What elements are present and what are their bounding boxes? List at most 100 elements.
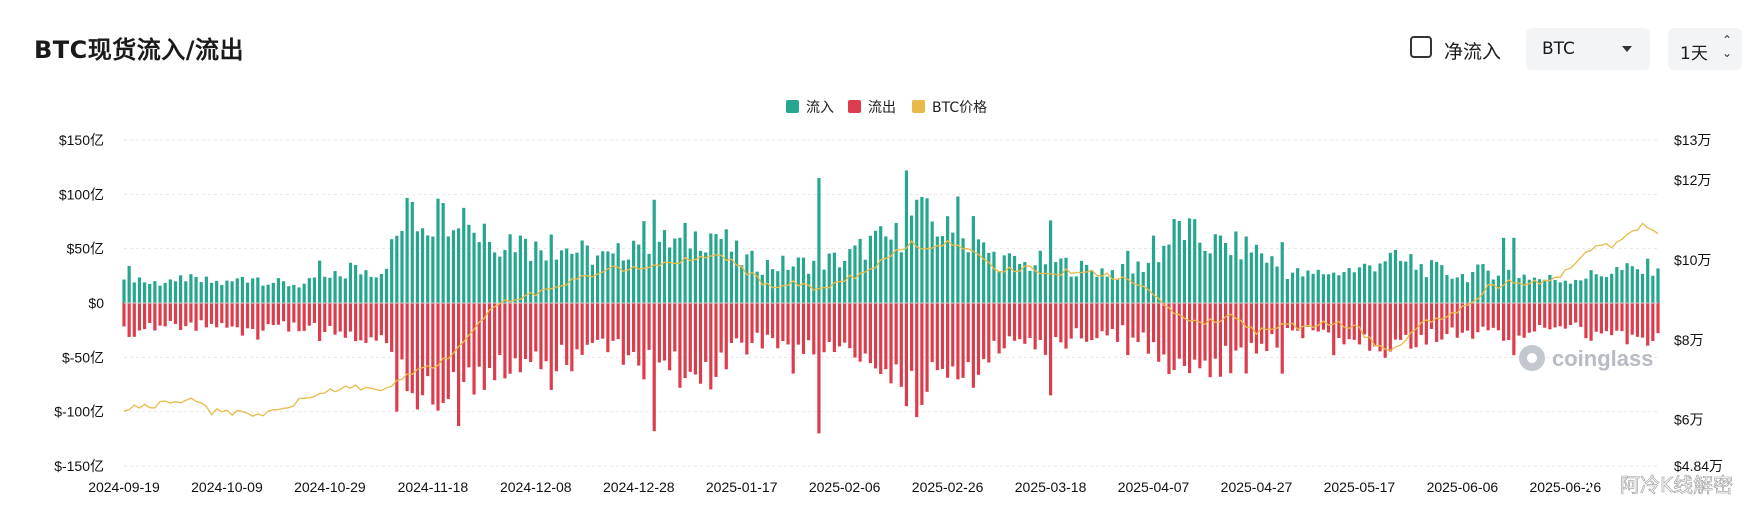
outflow-bar (513, 303, 517, 359)
inflow-bar (1599, 276, 1603, 303)
inflow-bar (457, 228, 461, 303)
outflow-bar (858, 303, 862, 362)
outflow-bar (575, 303, 579, 350)
outflow-bar (1048, 303, 1053, 396)
inflow-bar (493, 252, 497, 303)
outflow-bar (796, 303, 800, 345)
inflow-bar (302, 283, 306, 303)
outflow-bar (822, 303, 826, 353)
outflow-bar (585, 303, 589, 345)
outflow-bar (1584, 303, 1588, 339)
inflow-bar (879, 226, 883, 303)
outflow-bar (1198, 303, 1202, 369)
outflow-bar (245, 303, 250, 329)
outflow-bar (1429, 303, 1434, 330)
y-right-tick-label: $8万 (1674, 332, 1704, 348)
x-tick-label: 2024-12-28 (603, 479, 675, 495)
outflow-bar (1023, 303, 1027, 344)
legend-label: 流出 (868, 100, 896, 116)
inflow-bar (595, 255, 600, 303)
inflow-bar (1007, 253, 1011, 303)
outflow-bar (1136, 303, 1140, 343)
outflow-bar (909, 303, 914, 371)
outflow-bar (426, 303, 430, 377)
outflow-bar (359, 303, 363, 341)
inflow-bar (1501, 237, 1506, 303)
legend-label: BTC价格 (932, 100, 987, 116)
inflow-bar (122, 279, 126, 303)
outflow-bar (1532, 303, 1537, 332)
inflow-bar (668, 247, 672, 303)
inflow-bar (1532, 277, 1537, 303)
outflow-bar (163, 303, 167, 327)
outflow-bar (801, 303, 806, 354)
interval-select[interactable]: 1天 ⌃ ⌄ (1668, 28, 1742, 70)
outflow-bar (127, 303, 131, 337)
outflow-bar (132, 303, 136, 337)
inflow-bar (657, 241, 661, 303)
inflow-bar (1224, 242, 1228, 303)
outflow-bar (1332, 303, 1336, 356)
outflow-bar (1579, 303, 1583, 327)
outflow-bar (1280, 303, 1284, 374)
asset-select[interactable]: BTC (1526, 28, 1650, 70)
inflow-bar (807, 273, 811, 303)
inflow-bar (1337, 275, 1341, 303)
outflow-bar (611, 303, 615, 341)
inflow-bar (853, 245, 857, 303)
inflow-bar (395, 235, 399, 303)
inflow-bar (971, 216, 975, 303)
inflow-bar (1635, 269, 1640, 303)
outflow-bar (209, 303, 214, 324)
inflow-bar (1187, 218, 1192, 303)
inflow-bar (148, 283, 152, 303)
outflow-bar (951, 303, 955, 367)
outflow-bar (523, 303, 528, 360)
net-flow-checkbox[interactable] (1410, 36, 1432, 58)
inflow-bar (1620, 270, 1624, 303)
outflow-bar (1285, 303, 1289, 329)
inflow-bar (1069, 276, 1073, 303)
outflow-bar (436, 303, 440, 411)
inflow-bar (549, 234, 553, 303)
outflow-bar (642, 303, 646, 380)
outflow-bar (1296, 303, 1300, 331)
y-right-tick-label: $12万 (1674, 172, 1711, 188)
inflow-bar (1630, 266, 1634, 303)
x-tick-label: 2025-04-07 (1118, 479, 1190, 495)
outflow-bar (1208, 303, 1212, 378)
inflow-bar (364, 270, 368, 303)
inflow-bar (137, 277, 142, 303)
inflow-bar (1054, 262, 1058, 303)
outflow-bar (1455, 303, 1459, 338)
outflow-bar (1326, 303, 1331, 333)
outflow-bar (930, 303, 934, 363)
outflow-bar (652, 303, 656, 432)
price-line (123, 222, 1659, 417)
inflow-bar (405, 197, 409, 303)
outflow-bar (1347, 303, 1351, 340)
outflow-bar (1177, 303, 1181, 359)
inflow-bar (621, 260, 625, 303)
outflow-bar (1090, 303, 1094, 341)
outflow-bar (1393, 303, 1398, 340)
inflow-bar (904, 170, 909, 303)
outflow-bar (1419, 303, 1423, 335)
inflow-bar (179, 275, 183, 303)
outflow-bar (956, 303, 960, 380)
inflow-bar (1455, 277, 1459, 303)
inflow-bar (1059, 258, 1063, 303)
outflow-bar (1126, 303, 1130, 356)
inflow-bar (194, 276, 198, 303)
inflow-bar (1388, 252, 1392, 303)
outflow-bar (683, 303, 687, 379)
inflow-bar (719, 238, 723, 303)
outflow-bar (1543, 303, 1547, 328)
outflow-bar (863, 303, 867, 354)
outflow-bar (590, 303, 595, 343)
inflow-bar (225, 280, 229, 303)
outflow-bar (384, 303, 389, 344)
inflow-bar (1419, 264, 1423, 303)
inflow-bar (1321, 274, 1325, 303)
inflow-bar (1517, 277, 1521, 303)
